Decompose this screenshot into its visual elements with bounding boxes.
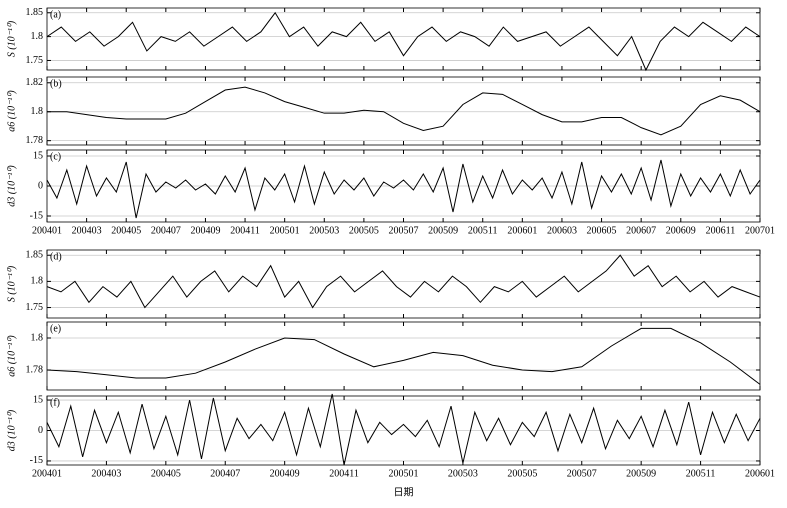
y-tick-label: 15 [33,150,43,161]
x-tick-label: 200403 [91,468,121,479]
y-axis-label: a6 (10⁻¹⁰) [6,335,17,377]
y-tick-label: 1.75 [26,302,44,313]
x-tick-label: 200503 [309,225,339,236]
x-tick-label: 200507 [389,225,419,236]
series-line [46,393,761,466]
y-tick-label: 0 [38,180,43,191]
series-line [46,11,761,72]
x-tick-label: 200407 [210,468,240,479]
plot-frame [46,76,761,146]
plot-frame [46,395,761,466]
panel-label: (f) [50,397,60,408]
x-tick-label: 200501 [270,225,300,236]
x-tick-label: 200607 [626,225,656,236]
plot-frame [46,149,761,223]
y-axis-label: d3 (10⁻¹⁰) [6,165,17,207]
x-tick-label: 200605 [587,225,617,236]
x-tick-label: 200411 [329,468,359,479]
y-axis-label: S (10⁻¹⁰) [6,20,17,57]
x-tick-label: 200611 [706,225,736,236]
x-tick-label: 200701 [745,225,775,236]
y-tick-label: -15 [30,210,43,221]
y-axis-label: a6 (10⁻¹⁰) [6,90,17,132]
plot-frame [46,249,761,319]
x-axis-label: 日期 [394,486,414,498]
x-tick-label: 200601 [507,225,537,236]
x-tick-label: 200503 [448,468,478,479]
series-line [46,159,761,219]
y-tick-label: 0 [38,425,43,436]
y-tick-label: 1.85 [26,250,44,261]
y-tick-label: 1.8 [31,106,44,117]
y-axis-label: d3 (10⁻¹⁰) [6,409,17,451]
series-line [46,254,761,309]
x-tick-label: 200609 [666,225,696,236]
x-tick-label: 200509 [626,468,656,479]
panel-label: (b) [50,78,62,89]
y-tick-label: 15 [33,394,43,405]
x-tick-label: 200601 [745,468,775,479]
x-tick-label: 200511 [686,468,716,479]
x-tick-label: 200409 [190,225,220,236]
y-tick-label: 1.8 [31,332,44,343]
x-tick-label: 200411 [230,225,260,236]
y-tick-label: -15 [30,455,43,466]
x-tick-label: 200405 [111,225,141,236]
x-tick-label: 200507 [567,468,597,479]
x-tick-label: 200401 [32,468,62,479]
x-tick-label: 200603 [547,225,577,236]
plot-frame [46,7,761,71]
x-tick-label: 200407 [151,225,181,236]
plot-frame [46,321,761,391]
y-axis-label: S (10⁻¹⁰) [6,265,17,302]
x-tick-label: 200409 [270,468,300,479]
x-tick-label: 200505 [507,468,537,479]
x-tick-label: 200509 [428,225,458,236]
x-tick-label: 200403 [72,225,102,236]
panel-label: (c) [50,151,61,162]
panel-label: (a) [50,9,61,20]
y-tick-label: 1.85 [26,7,44,18]
x-tick-label: 200405 [151,468,181,479]
y-tick-label: 1.78 [26,135,44,146]
x-tick-label: 200511 [468,225,498,236]
y-tick-label: 1.8 [31,31,44,42]
x-tick-label: 200505 [349,225,379,236]
series-line [46,327,761,385]
x-tick-label: 200401 [32,225,62,236]
y-tick-label: 1.78 [26,364,44,375]
x-tick-label: 200501 [389,468,419,479]
panel-label: (e) [50,323,61,334]
y-tick-label: 1.8 [31,276,44,287]
series-line [47,86,761,136]
y-tick-label: 1.82 [26,77,44,88]
panel-label: (d) [50,251,62,262]
y-tick-label: 1.75 [26,55,44,66]
